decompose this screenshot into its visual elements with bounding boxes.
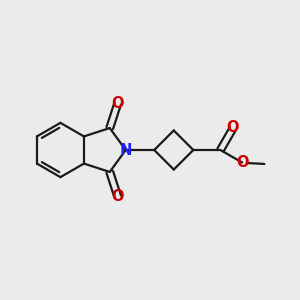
Text: O: O xyxy=(237,155,249,170)
Text: O: O xyxy=(226,120,239,135)
Text: O: O xyxy=(112,189,124,204)
Text: O: O xyxy=(112,96,124,111)
Text: N: N xyxy=(119,142,132,158)
